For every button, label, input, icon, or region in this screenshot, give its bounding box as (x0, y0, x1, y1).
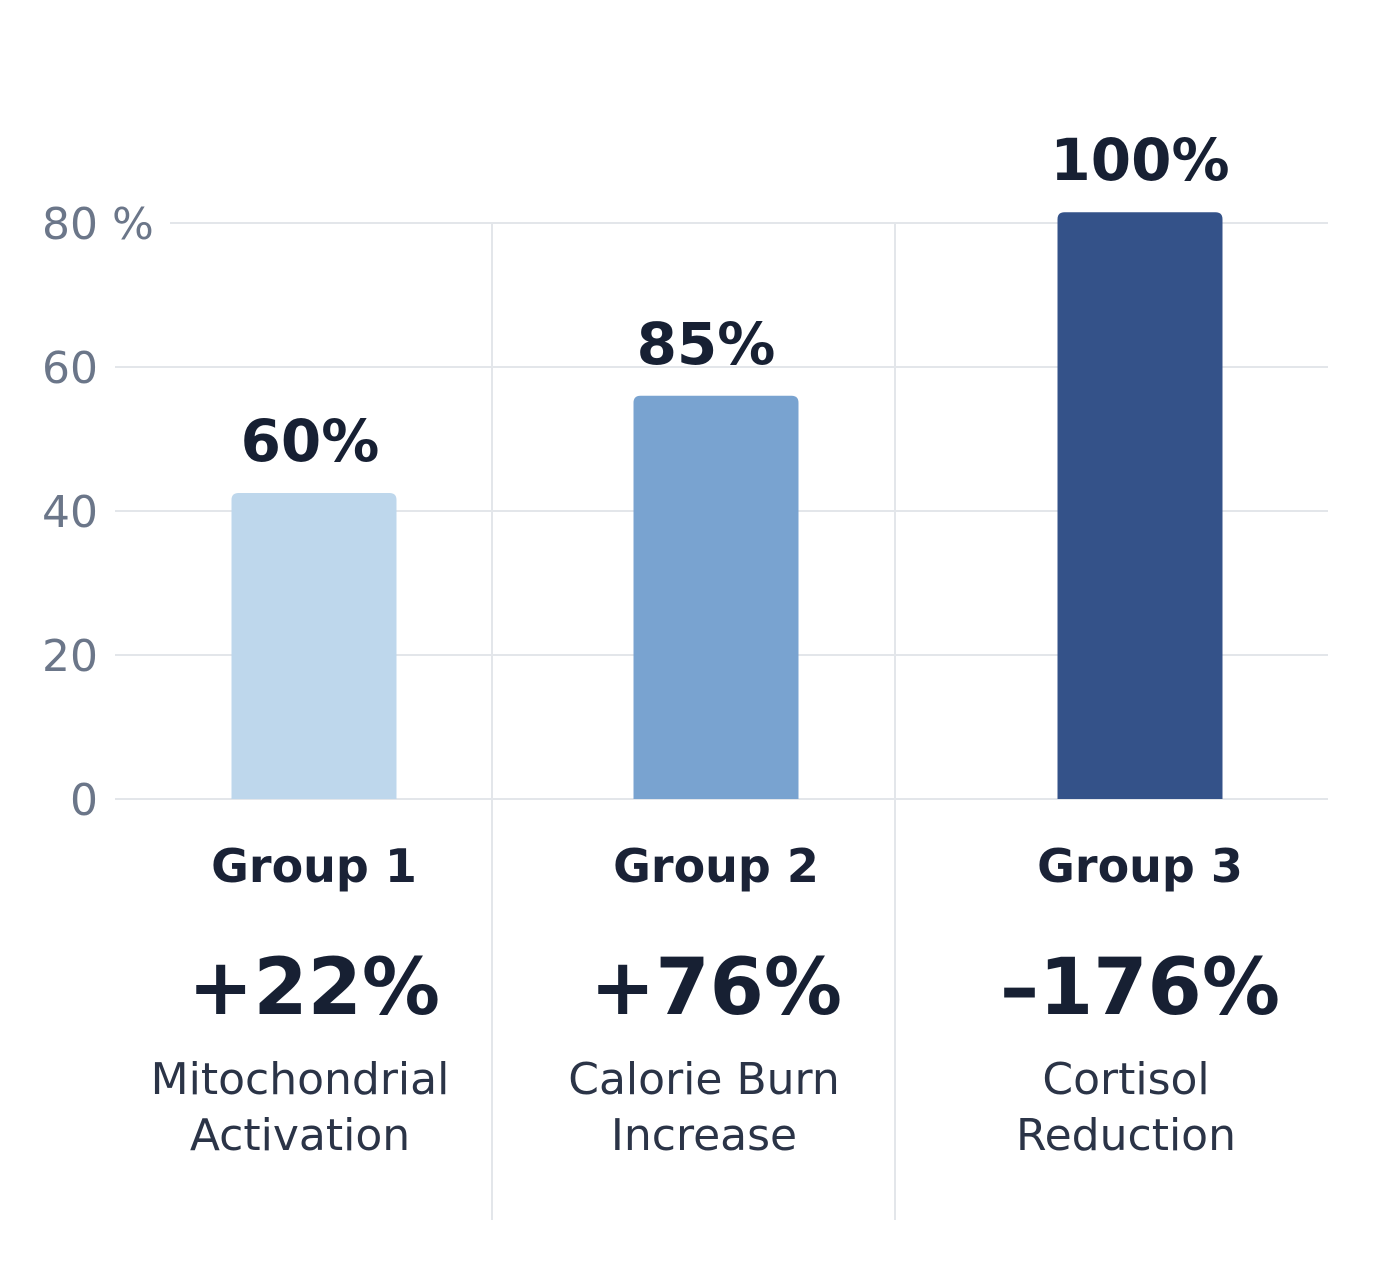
bars (231, 212, 1223, 799)
category-label: Group 2 (613, 839, 819, 893)
bar-group-1 (231, 493, 397, 799)
category-labels: Group 1 Group 2 Group 3 (211, 839, 1243, 893)
y-tick-label: 0 (70, 775, 98, 826)
stat-value: +76% (590, 943, 842, 1033)
stat-description-line-1: Mitochondrial (151, 1054, 450, 1105)
bar-group-3 (1057, 212, 1223, 799)
y-tick-label: 20 (42, 631, 98, 682)
category-label: Group 1 (211, 839, 417, 893)
column-dividers (491, 223, 896, 1220)
stat-description-line-1: Calorie Burn (568, 1054, 839, 1105)
bar-value-label: 60% (241, 407, 380, 475)
bar-value-labels: 60% 85% 100% (241, 126, 1230, 475)
stat-value: +22% (188, 943, 440, 1033)
bar-value-label: 85% (637, 310, 776, 378)
stat-description-line-2: Increase (611, 1110, 797, 1161)
stat-description-line-1: Cortisol (1042, 1054, 1209, 1105)
stat-description-line-2: Activation (190, 1110, 410, 1161)
stat-description-line-2: Reduction (1016, 1110, 1236, 1161)
y-tick-label: 40 (42, 487, 98, 538)
bar-value-label: 100% (1050, 126, 1229, 194)
y-axis: 0 20 40 60 80 % (42, 199, 154, 826)
category-label: Group 3 (1037, 839, 1243, 893)
stat-value: –176% (1000, 943, 1280, 1033)
y-tick-label: 80 % (42, 199, 154, 250)
bar-group-2 (633, 395, 799, 799)
y-tick-label: 60 (42, 343, 98, 394)
